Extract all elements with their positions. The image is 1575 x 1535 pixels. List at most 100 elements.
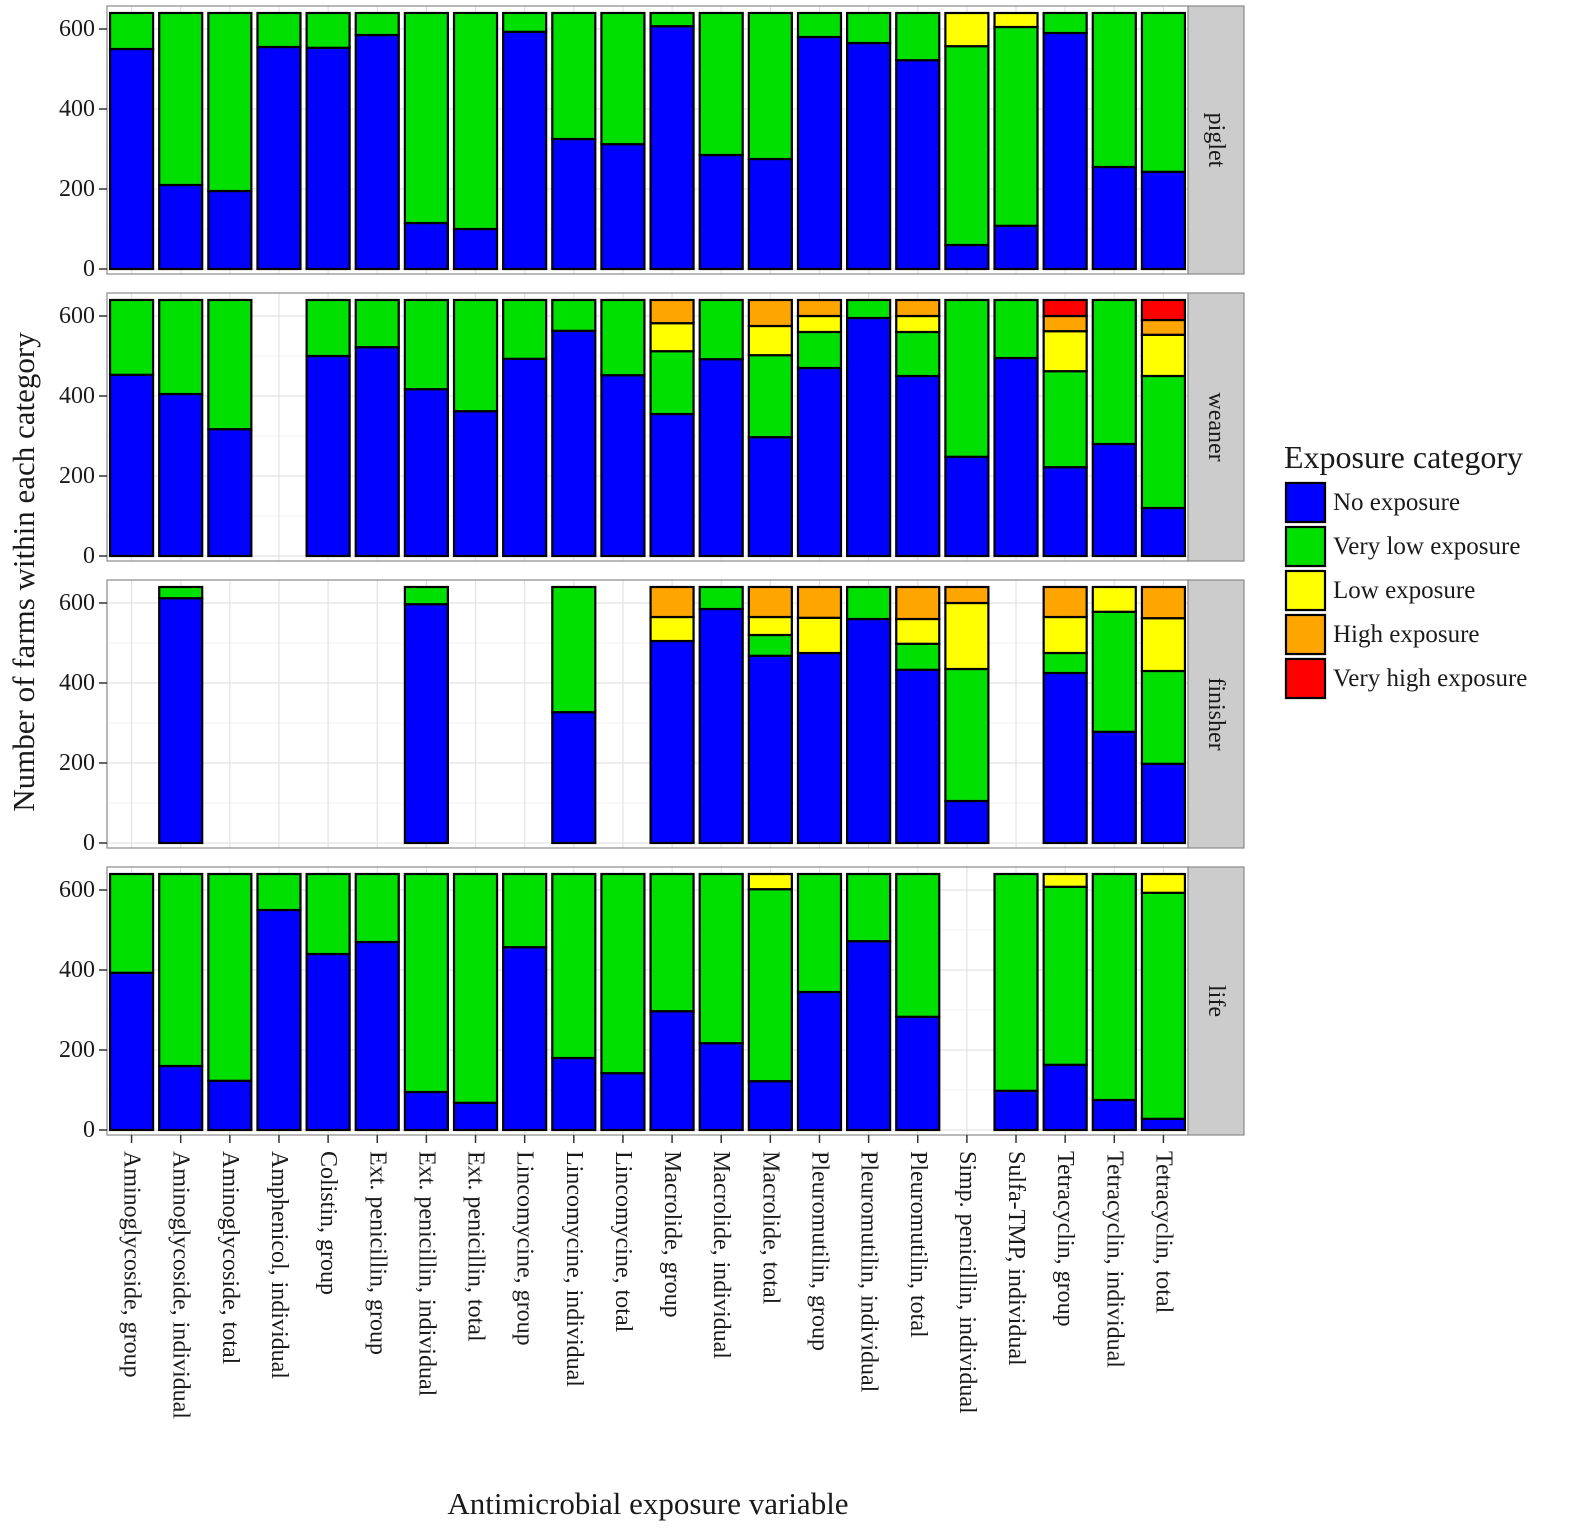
bar-weaner-tetracyclin-group-very-low-exposure: Tetracyclin, group — Very low exposure: … [1042,370,1088,469]
bar-piglet-ext-penicillin-total-very-low-exposure: Ext. penicillin, total — Very low exposu… [452,11,499,231]
y-axis-title: Number of farms within each category [6,332,41,812]
bar-weaner-tetracyclin-total-very-high-exposure: Tetracyclin, total — Very high exposure:… [1140,298,1187,322]
bar-piglet-colistin-group-no-exposure: Colistin, group — No exposure: 553 [305,46,351,271]
bar-piglet-pleuromutilin-group-no-exposure: Pleuromutilin, group — No exposure: 580 [796,35,843,271]
x-tick-label-macrolide-individual: Macrolide, individual [708,1151,734,1359]
bar-finisher-lincomycine-individual-very-low-exposure: Lincomycine, individual — Very low expos… [551,585,597,714]
bar-piglet-amphenicol-individual-very-low-exposure: Amphenicol, individual — Very low exposu… [256,11,302,49]
bar-life-pleuromutilin-individual-very-low-exposure: Pleuromutilin, individual — Very low exp… [846,872,892,943]
x-axis-title: Antimicrobial exposure variable [447,1486,848,1521]
bar-finisher-ext-penicillin-individual-no-exposure: Ext. penicillin, individual — No exposur… [403,603,449,845]
bar-weaner-ext-penicillin-individual-very-low-exposure: Ext. penicillin, individual — Very low e… [403,298,449,391]
y-tick-label: 600 [59,877,95,903]
y-tick-label: 600 [59,16,95,42]
legend: Exposure category No exposure Very low ex… [1283,439,1527,701]
bar-piglet-macrolide-total-no-exposure: Macrolide, total — No exposure: 275 [747,157,793,271]
bar-life-aminoglycoside-group-no-exposure: Aminoglycoside, group — No exposure: 393 [108,971,155,1132]
bar-finisher-pleuromutilin-group-high-exposure: Pleuromutilin, group — High exposure: 77 [796,585,843,619]
bar-piglet-macrolide-individual-no-exposure: Macrolide, individual — No exposure: 285 [698,153,744,271]
x-tick-label-pleuromutilin-individual: Pleuromutilin, individual [856,1151,882,1393]
x-tick-label-macrolide-group: Macrolide, group [659,1151,685,1318]
bar-weaner-pleuromutilin-group-very-low-exposure: Pleuromutilin, group — Very low exposure… [796,330,843,370]
bar-weaner-lincomycine-individual-no-exposure: Lincomycine, individual — No exposure: 5… [551,329,597,558]
x-axis: Aminoglycoside, group Aminoglycoside, ind… [119,1135,1176,1419]
bar-piglet-aminoglycoside-total-very-low-exposure: Aminoglycoside, total — Very low exposur… [207,11,253,193]
bar-weaner-tetracyclin-total-very-low-exposure: Tetracyclin, total — Very low exposure: … [1140,374,1187,510]
bar-weaner-simp-penicillin-individual-very-low-exposure: Simp. penicillin, individual — Very low … [944,298,990,458]
bar-piglet-pleuromutilin-total-very-low-exposure: Pleuromutilin, total — Very low exposure… [895,11,941,62]
bar-life-macrolide-total-low-exposure: Macrolide, total — Low exposure: 38 [747,872,793,891]
bar-life-macrolide-group-no-exposure: Macrolide, group — No exposure: 297 [649,1010,695,1132]
y-tick-label: 0 [83,830,95,856]
facet-strip [1187,579,1245,849]
bar-weaner-aminoglycoside-group-no-exposure: Aminoglycoside, group — No exposure: 453 [108,373,155,558]
bar-life-pleuromutilin-group-very-low-exposure: Pleuromutilin, group — Very low exposure… [796,872,843,994]
bar-piglet-pleuromutilin-individual-very-low-exposure: Pleuromutilin, individual — Very low exp… [846,11,892,45]
bar-finisher-tetracyclin-group-low-exposure: Tetracyclin, group — Low exposure: 90 [1042,615,1088,655]
bar-finisher-pleuromutilin-individual-very-low-exposure: Pleuromutilin, individual — Very low exp… [846,585,892,621]
y-tick-label: 200 [59,1037,95,1063]
bar-piglet-ext-penicillin-total-no-exposure: Ext. penicillin, total — No exposure: 10… [452,227,499,271]
x-tick-label-lincomycine-total: Lincomycine, total [610,1151,636,1333]
x-tick-label-tetracyclin-group: Tetracyclin, group [1052,1151,1078,1327]
bar-weaner-tetracyclin-group-high-exposure: Tetracyclin, group — High exposure: 38 [1042,314,1088,333]
panel-finisher: Aminoglycoside, individual — No exposure… [59,579,1245,856]
bar-weaner-pleuromutilin-total-low-exposure: Pleuromutilin, total — Low exposure: 40 [895,314,941,334]
bar-finisher-macrolide-group-low-exposure: Macrolide, group — Low exposure: 60 [649,615,695,643]
facet-panels: Aminoglycoside, group — No exposure: 550… [59,5,1245,1143]
bar-weaner-aminoglycoside-group-very-low-exposure: Aminoglycoside, group — Very low exposur… [108,298,155,376]
bar-weaner-tetracyclin-individual-very-low-exposure: Tetracyclin, individual — Very low expos… [1091,298,1137,446]
bar-piglet-sulfa-tmp-individual-no-exposure: Sulfa-TMP, individual — No exposure: 108 [993,224,1039,271]
bar-weaner-lincomycine-group-very-low-exposure: Lincomycine, group — Very low exposure: … [502,298,548,360]
bar-finisher-pleuromutilin-group-no-exposure: Pleuromutilin, group — No exposure: 475 [796,651,843,845]
bar-weaner-pleuromutilin-total-very-low-exposure: Pleuromutilin, total — Very low exposure… [895,330,941,378]
facet-strip [1187,866,1245,1136]
bar-weaner-sulfa-tmp-individual-very-low-exposure: Sulfa-TMP, individual — Very low exposur… [993,298,1039,360]
x-tick-label-pleuromutilin-total: Pleuromutilin, total [905,1151,931,1338]
bar-weaner-macrolide-group-high-exposure: Macrolide, group — High exposure: 58 [649,298,695,325]
bar-weaner-tetracyclin-group-no-exposure: Tetracyclin, group — No exposure: 222 [1042,466,1088,558]
bar-weaner-macrolide-group-very-low-exposure: Macrolide, group — Very low exposure: 15… [649,350,695,416]
bar-life-aminoglycoside-group-very-low-exposure: Aminoglycoside, group — Very low exposur… [108,872,155,974]
bar-life-lincomycine-group-very-low-exposure: Lincomycine, group — Very low exposure: … [502,872,548,949]
x-tick-label-lincomycine-individual: Lincomycine, individual [561,1151,587,1387]
x-tick-label-amphenicol-individual: Amphenicol, individual [266,1151,292,1379]
bar-life-tetracyclin-total-no-exposure: Tetracyclin, total — No exposure: 28 [1140,1117,1187,1132]
x-tick-label-sulfa-tmp-individual: Sulfa-TMP, individual [1003,1151,1029,1366]
bar-piglet-pleuromutilin-group-very-low-exposure: Pleuromutilin, group — Very low exposure… [796,11,843,39]
bar-life-aminoglycoside-total-very-low-exposure: Aminoglycoside, total — Very low exposur… [207,872,253,1082]
bar-finisher-pleuromutilin-total-no-exposure: Pleuromutilin, total — No exposure: 433 [895,668,941,845]
bar-life-sulfa-tmp-individual-no-exposure: Sulfa-TMP, individual — No exposure: 98 [993,1089,1039,1132]
bar-life-ext-penicillin-group-very-low-exposure: Ext. penicillin, group — Very low exposu… [354,872,400,944]
bar-piglet-lincomycine-individual-no-exposure: Lincomycine, individual — No exposure: 3… [551,137,597,271]
bar-finisher-simp-penicillin-individual-low-exposure: Simp. penicillin, individual — Low expos… [944,601,990,671]
panel-weaner: Aminoglycoside, group — No exposure: 453… [59,292,1245,569]
bar-piglet-lincomycine-group-no-exposure: Lincomycine, group — No exposure: 593 [502,30,548,271]
bar-piglet-tetracyclin-group-very-low-exposure: Tetracyclin, group — Very low exposure: … [1042,11,1088,35]
bar-life-tetracyclin-individual-no-exposure: Tetracyclin, individual — No exposure: 7… [1091,1098,1137,1132]
bar-weaner-tetracyclin-total-no-exposure: Tetracyclin, total — No exposure: 120 [1140,506,1187,558]
x-tick-label-tetracyclin-individual: Tetracyclin, individual [1101,1151,1127,1368]
bar-life-tetracyclin-group-low-exposure: Tetracyclin, group — Low exposure: 32 [1042,872,1088,888]
panel-piglet: Aminoglycoside, group — No exposure: 550… [59,5,1245,282]
bar-piglet-lincomycine-total-very-low-exposure: Lincomycine, total — Very low exposure: … [600,11,646,146]
y-tick-label: 600 [59,303,95,329]
bar-piglet-tetracyclin-total-very-low-exposure: Tetracyclin, total — Very low exposure: … [1140,11,1187,173]
bar-weaner-colistin-group-no-exposure: Colistin, group — No exposure: 500 [305,354,351,558]
facet-strip [1187,292,1245,562]
bar-life-tetracyclin-total-very-low-exposure: Tetracyclin, total — Very low exposure: … [1140,891,1187,1120]
bar-weaner-tetracyclin-total-low-exposure: Tetracyclin, total — Low exposure: 103 [1140,333,1187,378]
legend-label-high-exposure: High exposure [1333,621,1480,648]
y-tick-label: 200 [59,463,95,489]
bar-piglet-sulfa-tmp-individual-low-exposure: Sulfa-TMP, individual — Low exposure: 35 [993,11,1039,29]
y-tick-label: 400 [59,670,95,696]
bar-life-tetracyclin-individual-very-low-exposure: Tetracyclin, individual — Very low expos… [1091,872,1137,1102]
bar-weaner-pleuromutilin-individual-no-exposure: Pleuromutilin, individual — No exposure:… [846,316,892,558]
bar-finisher-macrolide-total-high-exposure: Macrolide, total — High exposure: 75 [747,585,793,619]
bar-piglet-amphenicol-individual-no-exposure: Amphenicol, individual — No exposure: 55… [256,45,302,271]
bar-finisher-macrolide-total-no-exposure: Macrolide, total — No exposure: 468 [747,654,793,845]
bar-weaner-lincomycine-group-no-exposure: Lincomycine, group — No exposure: 493 [502,357,548,558]
bar-piglet-tetracyclin-total-no-exposure: Tetracyclin, total — No exposure: 243 [1140,170,1187,271]
bar-piglet-ext-penicillin-individual-no-exposure: Ext. penicillin, individual — No exposur… [403,221,449,271]
legend-label-no-exposure: No exposure [1333,489,1460,516]
